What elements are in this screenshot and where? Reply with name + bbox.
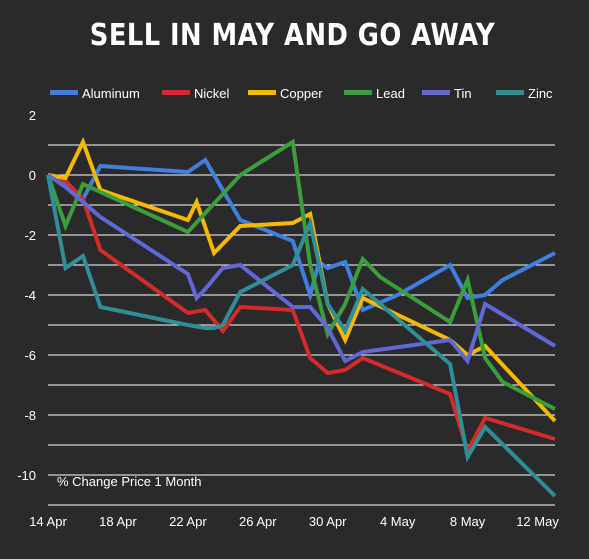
x-tick-label: 4 May <box>380 514 416 529</box>
x-tick-label: 14 Apr <box>29 514 67 529</box>
legend-item-tin[interactable]: Tin <box>422 86 472 101</box>
legend-label: Tin <box>454 86 472 101</box>
legend-swatch <box>162 90 190 95</box>
legend-label: Copper <box>280 86 323 101</box>
series-line-zinc <box>46 174 557 498</box>
series-lines <box>46 136 557 498</box>
legend-label: Aluminum <box>82 86 140 101</box>
legend-swatch <box>422 90 450 95</box>
series-line-copper <box>47 136 557 423</box>
x-axis-labels: 14 Apr 18 Apr 22 Apr 26 Apr 30 Apr 4 May 8 May… <box>29 514 559 529</box>
legend-label: Zinc <box>528 86 553 101</box>
y-tick-label: -4 <box>24 288 36 303</box>
y-tick-label: -10 <box>17 468 36 483</box>
x-tick-label: 12 May <box>516 514 559 529</box>
legend-item-copper[interactable]: Copper <box>248 86 323 101</box>
series-line-lead <box>46 138 556 411</box>
legend-swatch <box>50 90 78 95</box>
legend-item-nickel[interactable]: Nickel <box>162 86 230 101</box>
x-tick-label: 22 Apr <box>169 514 207 529</box>
x-tick-label: 8 May <box>450 514 486 529</box>
x-tick-label: 26 Apr <box>239 514 277 529</box>
legend-label: Nickel <box>194 86 230 101</box>
x-tick-label: 30 Apr <box>309 514 347 529</box>
y-axis-labels: 2 0 -2 -4 -6 -8 -10 <box>17 108 36 483</box>
legend[interactable]: Aluminum Nickel Copper Lead Tin Zinc <box>50 86 553 101</box>
legend-swatch <box>496 90 524 95</box>
series-line-tin <box>46 173 557 366</box>
legend-item-lead[interactable]: Lead <box>344 86 405 101</box>
legend-label: Lead <box>376 86 405 101</box>
chart-annotation: % Change Price 1 Month <box>57 474 202 489</box>
x-tick-label: 18 Apr <box>99 514 137 529</box>
legend-item-aluminum[interactable]: Aluminum <box>50 86 140 101</box>
legend-swatch <box>248 90 276 95</box>
series-line-nickel <box>47 173 556 457</box>
y-tick-label: -2 <box>24 228 36 243</box>
y-tick-label: 0 <box>29 168 36 183</box>
y-tick-label: -6 <box>24 348 36 363</box>
y-tick-label: -8 <box>24 408 36 423</box>
legend-swatch <box>344 90 372 95</box>
chart-title: SELL IN MAY AND GO AWAY <box>89 18 496 53</box>
y-tick-label: 2 <box>29 108 36 123</box>
legend-item-zinc[interactable]: Zinc <box>496 86 553 101</box>
